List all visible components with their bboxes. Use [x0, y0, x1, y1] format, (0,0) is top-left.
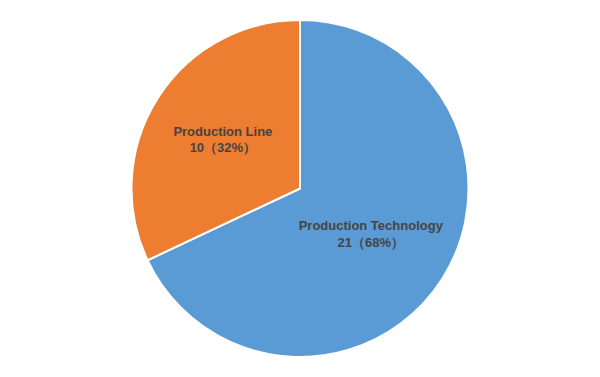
svg-text:Production Technology21（68%）: Production Technology21（68%） [299, 218, 444, 250]
svg-text:Production Line10（32%）: Production Line10（32%） [173, 124, 272, 156]
